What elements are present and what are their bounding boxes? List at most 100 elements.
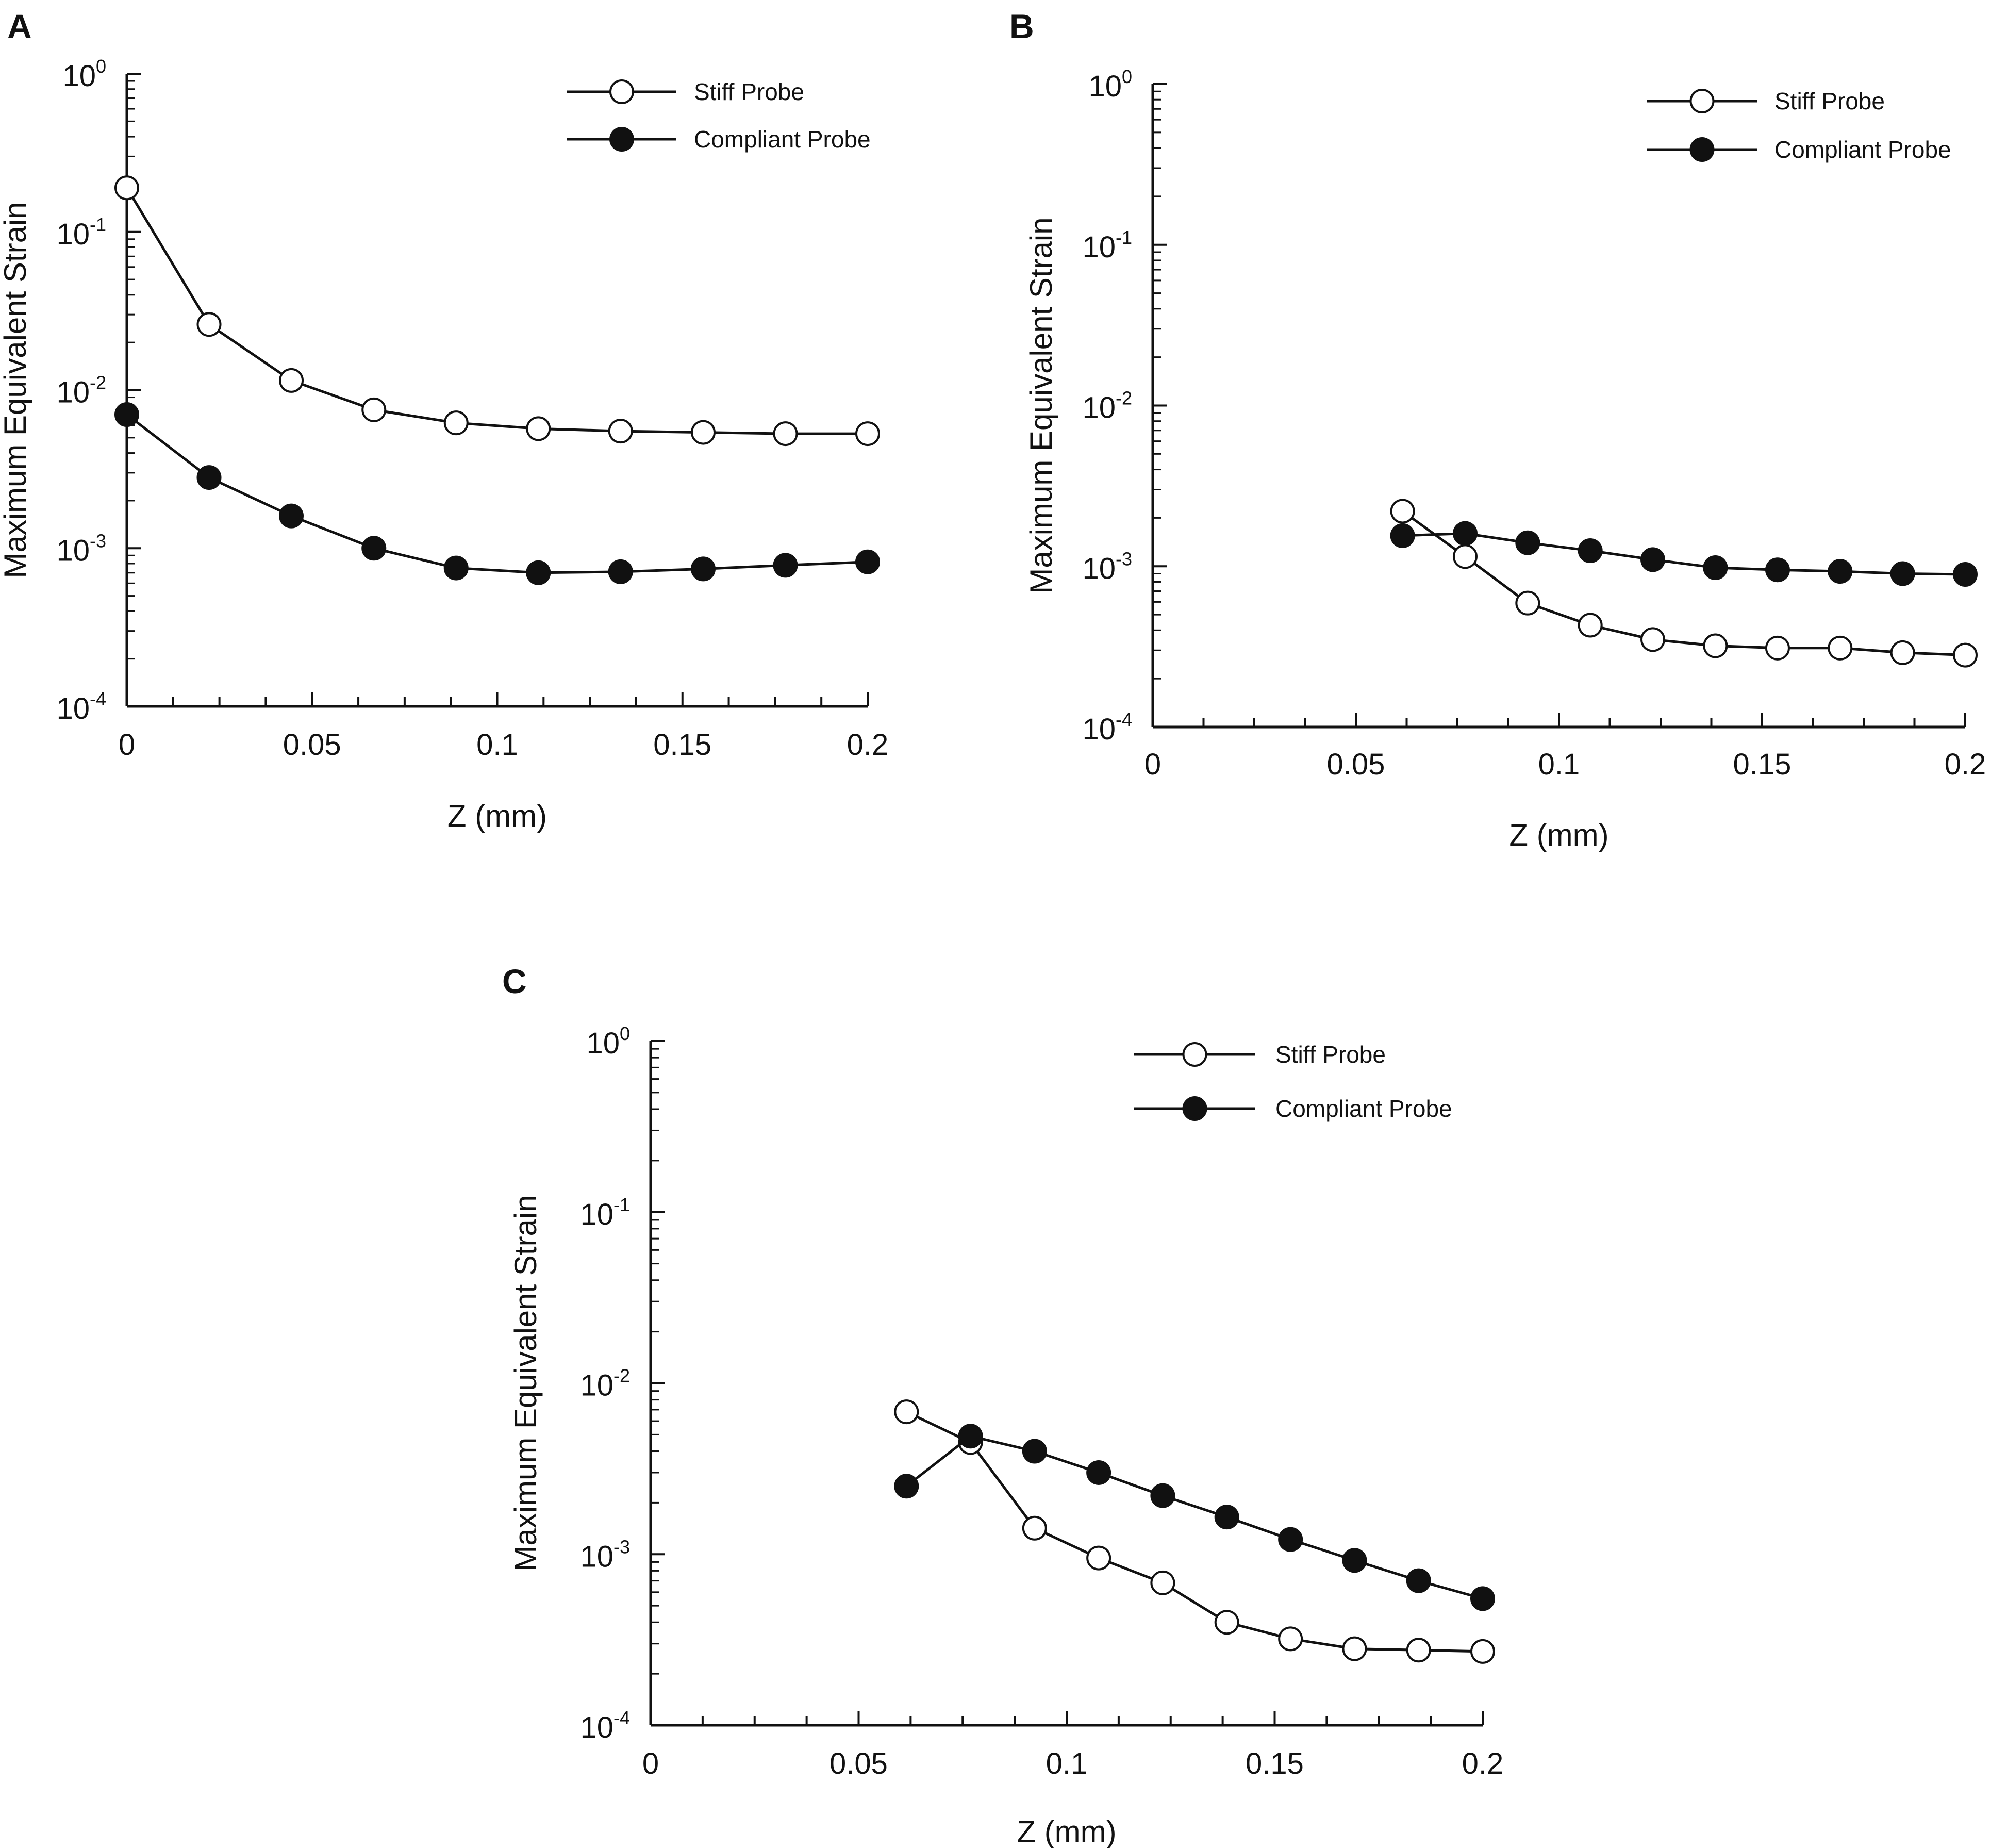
panel-a-x-tick-label: 0.1 [476, 728, 518, 762]
panel-c-stiff-point [1470, 1639, 1495, 1664]
panel-a-compliant-series-line [126, 414, 868, 574]
panel-c-compliant-series-line [905, 1434, 1483, 1600]
panel-b-x-axis-title: Z (mm) [1509, 818, 1608, 852]
panel-b-compliant-point [1765, 557, 1790, 583]
panel-b-stiff-point [1765, 635, 1790, 661]
panel-c-y-tick-label: 100 [586, 1023, 630, 1060]
panel-b-compliant-legend-marker [1689, 137, 1715, 162]
panel-b-compliant-point [1953, 562, 1978, 587]
panel-a-compliant-point [773, 553, 798, 578]
panel-a-y-axis-title: Maximum Equivalent Strain [0, 202, 32, 578]
panel-a-stiff-legend-marker [609, 79, 634, 104]
panel-c-y-tick-base: 10 [580, 1540, 613, 1573]
panel-c-stiff-point [1406, 1638, 1431, 1663]
panel-a-compliant-point [443, 555, 469, 581]
panel-b-y-tick-base: 10 [1082, 713, 1116, 746]
panel-c-y-tick-exponent: -2 [613, 1365, 630, 1387]
panel-b-stiff-point [1578, 613, 1603, 638]
panel-a-compliant-legend-marker [609, 127, 634, 152]
panel-b-compliant-point [1828, 559, 1853, 584]
panel-c-y-tick-base: 10 [580, 1369, 613, 1402]
panel-c-compliant-point [1406, 1568, 1431, 1593]
panel-a-stiff-point [361, 397, 387, 422]
panel-c-y-tick-exponent: 0 [620, 1023, 630, 1044]
panel-a-stiff-point [855, 421, 880, 447]
panel-a-compliant-point [855, 549, 880, 574]
panel-b-x-tick-label: 0.2 [1945, 748, 1986, 781]
panel-a-letter: A [7, 7, 32, 45]
panel-a-stiff-point [526, 416, 551, 441]
panel-a-y-tick-label: 10-1 [56, 214, 106, 251]
panel-b-y-tick-base: 10 [1082, 552, 1116, 585]
panel-b-stiff-point [1390, 499, 1415, 524]
panel-c-stiff-point [1150, 1570, 1175, 1595]
panel-a-y-tick-exponent: -3 [90, 530, 106, 551]
panel-b-y-tick-base: 10 [1082, 391, 1116, 425]
panel-c-y-tick-exponent: -3 [613, 1536, 630, 1557]
panel-b-y-tick-exponent: -2 [1116, 388, 1132, 409]
panel-c-compliant-point [1150, 1483, 1175, 1508]
panel-a-x-axis-title: Z (mm) [447, 799, 547, 833]
panel-c-y-tick-label: 10-2 [580, 1365, 630, 1402]
panel-a-stiff-point [690, 420, 716, 445]
panel-a-x-tick-label: 0 [119, 728, 135, 762]
panel-b-stiff-point [1828, 635, 1853, 661]
panel-b-compliant-point [1578, 538, 1603, 564]
panel-b-compliant-point [1515, 530, 1540, 555]
panel-b-y-tick-exponent: 0 [1122, 66, 1132, 87]
panel-b-stiff-point [1515, 590, 1540, 616]
panel-b-compliant-point [1390, 523, 1415, 548]
panel-b-y-tick-label: 10-3 [1082, 548, 1132, 585]
panel-c-stiff-point [894, 1399, 919, 1425]
panel-c-stiff-legend-marker [1182, 1042, 1207, 1067]
panel-c-x-tick-label: 0.2 [1462, 1747, 1504, 1780]
panel-c-compliant-point [1278, 1527, 1303, 1552]
panel-c-compliant-point [1086, 1460, 1111, 1485]
panel-b-stiff-point [1640, 627, 1666, 652]
panel-b-y-axis-title: Maximum Equivalent Strain [1024, 217, 1058, 593]
panel-a-compliant-point [361, 536, 387, 561]
panel-b-x-tick-label: 0.05 [1327, 748, 1385, 781]
panel-b-y-tick-exponent: -3 [1116, 548, 1132, 569]
panel-a-y-tick-label: 10-2 [56, 372, 106, 409]
panel-c-y-tick-base: 10 [580, 1711, 613, 1744]
panel-c-compliant-legend-marker [1182, 1096, 1207, 1121]
panel-b-y-tick-label: 10-2 [1082, 388, 1132, 425]
panel-c-compliant-point [1022, 1439, 1047, 1464]
panel-a-compliant-point [114, 402, 139, 427]
panel-c-y-tick-label: 10-3 [580, 1536, 630, 1573]
panel-b-y-tick-label: 10-1 [1082, 227, 1132, 264]
panel-b-y-tick-label: 100 [1088, 66, 1132, 103]
panel-c-x-tick-label: 0.15 [1246, 1747, 1304, 1780]
panel-a-compliant-point [690, 556, 716, 582]
panel-a-stiff-point [196, 312, 222, 337]
panel-a-stiff-series-line [125, 187, 868, 435]
panel-a-y-tick-base: 10 [56, 376, 90, 409]
panel-c-y-axis-title: Maximum Equivalent Strain [508, 1195, 543, 1571]
panel-a-stiff-point [114, 175, 139, 201]
panel-a-x-tick-label: 0.2 [847, 728, 889, 762]
panel-b-compliant-series-line [1402, 532, 1966, 576]
panel-c-stiff-legend-label: Stiff Probe [1275, 1041, 1386, 1068]
panel-b-stiff-point [1953, 642, 1978, 668]
panel-a-stiff-point [608, 419, 633, 444]
panel-c-y-tick-exponent: -1 [613, 1194, 630, 1215]
panel-a-y-tick-label: 10-3 [56, 530, 106, 567]
panel-a-y-tick-exponent: -2 [90, 372, 106, 393]
panel-c-y-tick-label: 10-4 [580, 1707, 630, 1744]
panel-b-y-tick-exponent: -1 [1116, 227, 1132, 248]
panel-c-compliant-point [958, 1424, 983, 1449]
panel-b-y-tick-exponent: -4 [1116, 709, 1132, 730]
panel-a-y-tick-base: 10 [56, 534, 90, 567]
panel-b-x-tick-label: 0.15 [1733, 748, 1791, 781]
panel-c-y-tick-base: 10 [586, 1027, 620, 1060]
panel-b-compliant-point [1890, 561, 1915, 586]
panel-a-stiff-point [443, 410, 469, 436]
panel-b-letter: B [1009, 7, 1034, 45]
panel-c-x-tick-label: 0.1 [1046, 1747, 1088, 1780]
panel-c-stiff-point [1342, 1636, 1367, 1661]
panel-a-stiff-point [773, 421, 798, 447]
